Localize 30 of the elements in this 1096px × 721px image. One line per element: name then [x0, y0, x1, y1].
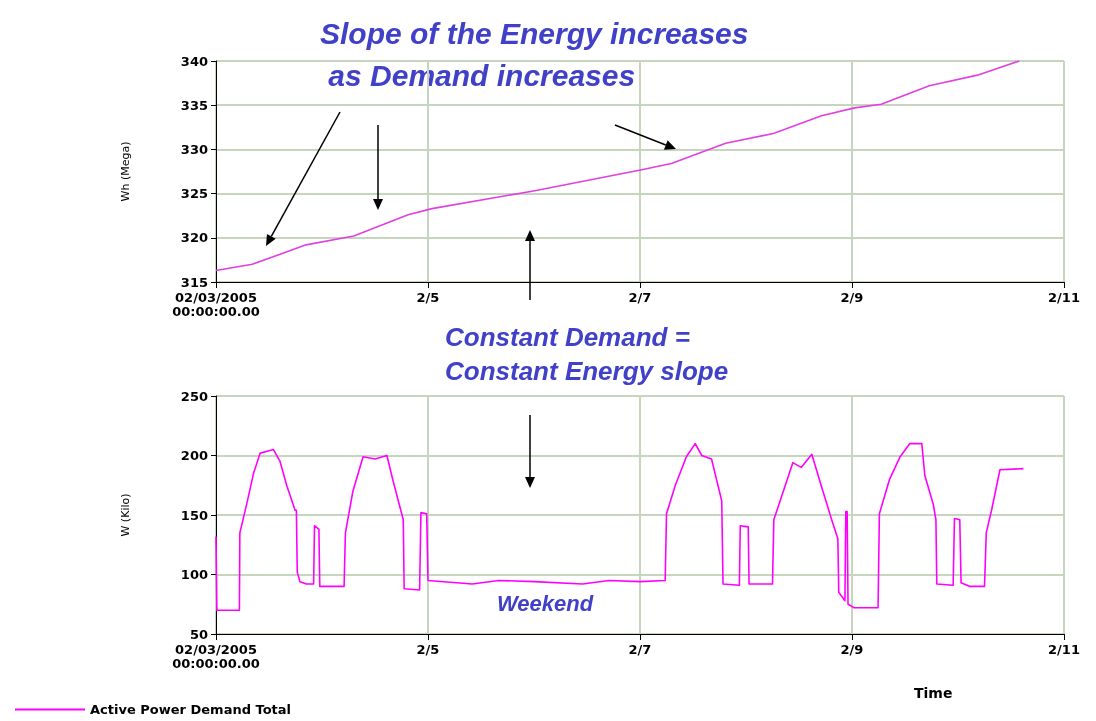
y-tick-label: 335	[180, 97, 208, 113]
x-tick-label: 2/7	[628, 641, 652, 657]
y-axis-title: W (Kilo)	[119, 493, 132, 537]
text: Active Power Demand Total	[90, 702, 292, 717]
x-tick-label: 2/5	[416, 641, 440, 657]
x-axis-title: Time	[914, 685, 953, 701]
x-tick-label: 2/11	[1048, 289, 1080, 305]
x-tick-label: 2/7	[628, 289, 652, 305]
x-tick-label: 2/9	[840, 641, 864, 657]
x-tick-label: 02/03/2005 00:00:00.00	[172, 641, 260, 671]
x-tick-label: 02/03/2005 00:00:00.00	[172, 289, 260, 319]
y-tick-label: 325	[180, 186, 208, 202]
x-tick-label: 2/5	[416, 289, 440, 305]
y-tick-label: 50	[189, 626, 208, 642]
y-tick-label: 250	[180, 388, 208, 404]
y-tick-label: 150	[180, 507, 208, 523]
line-series	[215, 442, 1025, 611]
y-tick-label: 320	[180, 230, 208, 246]
line-series	[215, 60, 1021, 272]
y-tick-label: 330	[180, 141, 208, 157]
y-tick-label: 200	[180, 448, 208, 463]
x-tick-label: 2/9	[840, 289, 864, 305]
annotation: Weekend	[497, 590, 594, 616]
annotation: Slope of the Energy increases as Demand increases	[320, 16, 749, 92]
x-tick-label: 2/11	[1048, 641, 1080, 657]
y-tick-label: 315	[180, 274, 208, 290]
y-axis-title: Wh (Mega)	[119, 141, 132, 202]
y-tick-label: 340	[180, 53, 208, 69]
text: Constant Demand = Constant Energy slope	[445, 322, 729, 386]
y-tick-label: 100	[180, 567, 208, 582]
